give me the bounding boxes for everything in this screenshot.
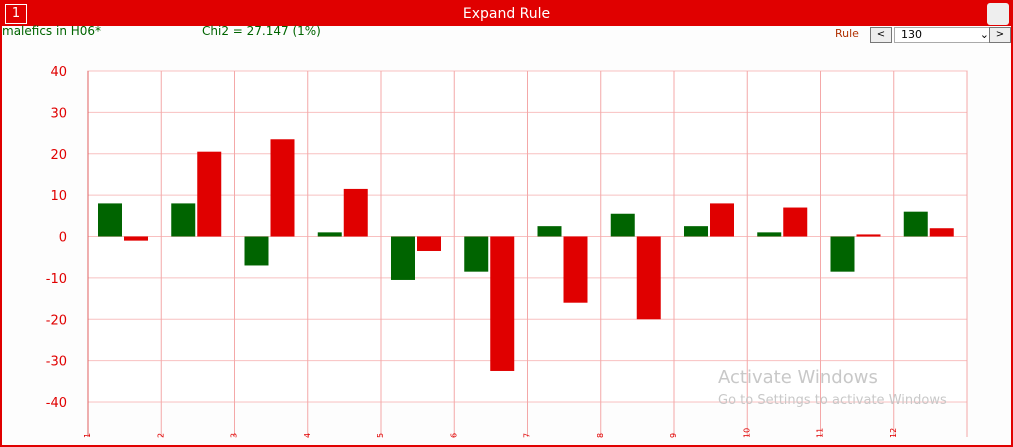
y-tick-label: 0 bbox=[59, 231, 67, 246]
x-tick-label: 2 bbox=[156, 433, 165, 438]
y-tick-label: 40 bbox=[50, 65, 67, 80]
x-tick-label: 9 bbox=[669, 433, 678, 438]
prev-button[interactable]: < bbox=[870, 27, 892, 43]
x-tick-label: 4 bbox=[303, 433, 312, 438]
header-stat: Chi2 = 27.147 (1%) bbox=[202, 24, 321, 38]
bar bbox=[417, 236, 441, 251]
y-tick-label: -30 bbox=[46, 355, 67, 370]
bar bbox=[317, 232, 342, 237]
bar bbox=[903, 211, 928, 237]
bar bbox=[783, 207, 808, 237]
y-tick-label: -10 bbox=[46, 272, 67, 287]
title-bar: Expand Rule 1 bbox=[2, 2, 1011, 26]
bar bbox=[270, 139, 295, 237]
bar bbox=[537, 226, 562, 237]
x-tick-label: 7 bbox=[523, 433, 532, 438]
bar bbox=[757, 232, 782, 237]
x-tick-label: 3 bbox=[230, 433, 239, 438]
bar bbox=[710, 203, 734, 237]
bar bbox=[563, 236, 588, 303]
bar bbox=[490, 236, 515, 371]
header-label: malefics in H06* bbox=[2, 24, 102, 38]
x-tick-label: 11 bbox=[816, 428, 825, 438]
x-tick-label: 6 bbox=[449, 433, 458, 438]
dropdown-arrow: ⌄ bbox=[979, 28, 989, 41]
bar bbox=[171, 203, 196, 237]
bar bbox=[830, 236, 855, 272]
bar bbox=[929, 228, 954, 237]
window-title: Expand Rule bbox=[462, 6, 551, 22]
watermark-title: Activate Windows bbox=[718, 367, 878, 388]
y-tick-label: -20 bbox=[46, 313, 67, 328]
bar bbox=[684, 226, 708, 237]
bar bbox=[343, 188, 368, 237]
y-tick-label: -40 bbox=[46, 396, 67, 411]
icon[interactable] bbox=[987, 3, 1009, 25]
y-tick-label: 20 bbox=[50, 148, 67, 163]
bar bbox=[197, 151, 222, 237]
x-tick-label: 12 bbox=[889, 428, 898, 438]
bar bbox=[98, 203, 122, 237]
bar bbox=[244, 236, 269, 266]
x-tick-label: 8 bbox=[596, 433, 605, 438]
bar bbox=[610, 213, 635, 237]
rule-label: Rule bbox=[835, 27, 859, 40]
x-tick-label: 10 bbox=[742, 428, 751, 438]
rule-value: 130 bbox=[901, 28, 922, 41]
next-button[interactable]: > bbox=[989, 27, 1011, 43]
bar bbox=[636, 236, 661, 320]
watermark-subtitle: Go to Settings to activate Windows bbox=[718, 393, 947, 408]
y-tick-label: 10 bbox=[50, 189, 67, 204]
bar bbox=[391, 236, 415, 280]
y-tick-label: 30 bbox=[50, 106, 67, 121]
badge[interactable]: 1 bbox=[5, 4, 27, 24]
bar bbox=[464, 236, 489, 272]
bar bbox=[856, 234, 881, 237]
bar bbox=[124, 236, 148, 241]
x-tick-label: 5 bbox=[376, 433, 385, 438]
